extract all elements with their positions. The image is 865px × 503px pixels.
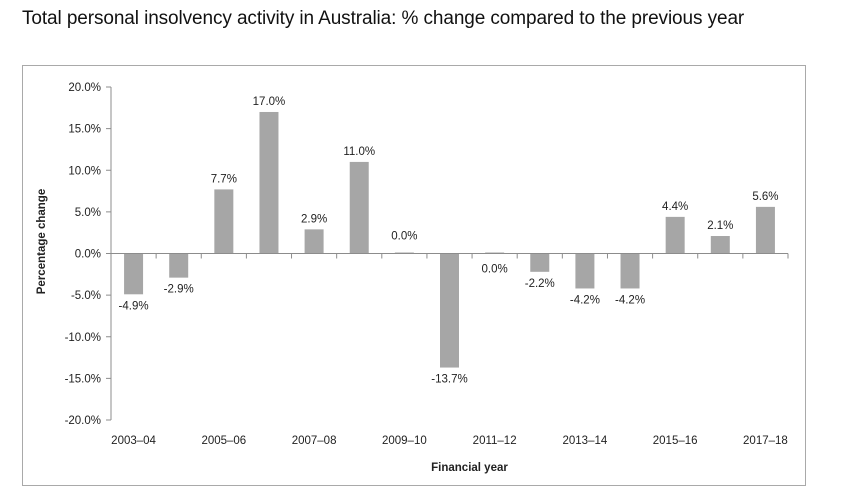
y-tick-label: 0.0%: [75, 249, 101, 261]
data-label: 7.7%: [211, 173, 237, 185]
x-tick-label: 2003–04: [111, 435, 156, 447]
x-tick-label: 2009–10: [382, 435, 427, 447]
bar-10: [575, 253, 595, 289]
bar-0: [124, 253, 144, 295]
data-label: 2.1%: [707, 220, 733, 232]
bar-3: [259, 111, 279, 254]
data-label: 4.4%: [662, 201, 688, 213]
data-label: -4.2%: [570, 294, 600, 306]
data-label: 0.0%: [391, 231, 417, 243]
x-tick-label: 2013–14: [563, 435, 608, 447]
chart-frame: [22, 65, 806, 486]
page-title: Total personal insolvency activity in Au…: [22, 8, 745, 29]
bar-4: [304, 229, 324, 254]
data-label: 0.0%: [482, 264, 508, 276]
y-tick-label: -10.0%: [65, 332, 101, 344]
bar-9: [530, 253, 550, 272]
y-tick-label: 20.0%: [68, 82, 101, 94]
bar-2: [214, 189, 234, 254]
y-tick-label: 5.0%: [75, 207, 101, 219]
labels-group: -4.9% -2.9% 7.7% 17.0% 2.9% 11.0% 0.0% -13.7% 0.…: [36, 82, 788, 474]
y-tick-label: -15.0%: [65, 373, 101, 385]
bar-7: [440, 253, 459, 368]
data-label: 5.6%: [752, 191, 778, 203]
bar-14: [755, 206, 775, 254]
x-tick-label: 2015–16: [653, 435, 698, 447]
data-label: -4.9%: [119, 300, 149, 312]
data-label: 17.0%: [253, 96, 286, 108]
bar-13: [710, 236, 730, 254]
bar-5: [349, 161, 369, 254]
y-axis-title: Percentage change: [36, 189, 48, 294]
x-tick-label: 2017–18: [743, 435, 788, 447]
data-label: -2.9%: [164, 284, 194, 296]
y-tick-label: 15.0%: [68, 124, 101, 136]
y-tick-label: -5.0%: [71, 290, 101, 302]
data-label: -13.7%: [431, 374, 467, 386]
y-tick-label: -20.0%: [65, 415, 101, 427]
bar-1: [169, 253, 189, 278]
x-axis-title: Financial year: [431, 462, 508, 474]
x-tick-label: 2005–06: [201, 435, 246, 447]
x-tick-label: 2011–12: [473, 435, 517, 447]
bar-12: [665, 216, 685, 254]
y-tick-label: 10.0%: [68, 165, 101, 177]
bars-group: [124, 111, 775, 368]
data-label: -4.2%: [615, 294, 645, 306]
data-label: 11.0%: [343, 146, 375, 158]
data-label: -2.2%: [525, 278, 555, 290]
bar-11: [620, 253, 640, 289]
axes-group: [106, 86, 789, 421]
data-label: 2.9%: [301, 213, 327, 225]
x-tick-label: 2007–08: [292, 435, 337, 447]
